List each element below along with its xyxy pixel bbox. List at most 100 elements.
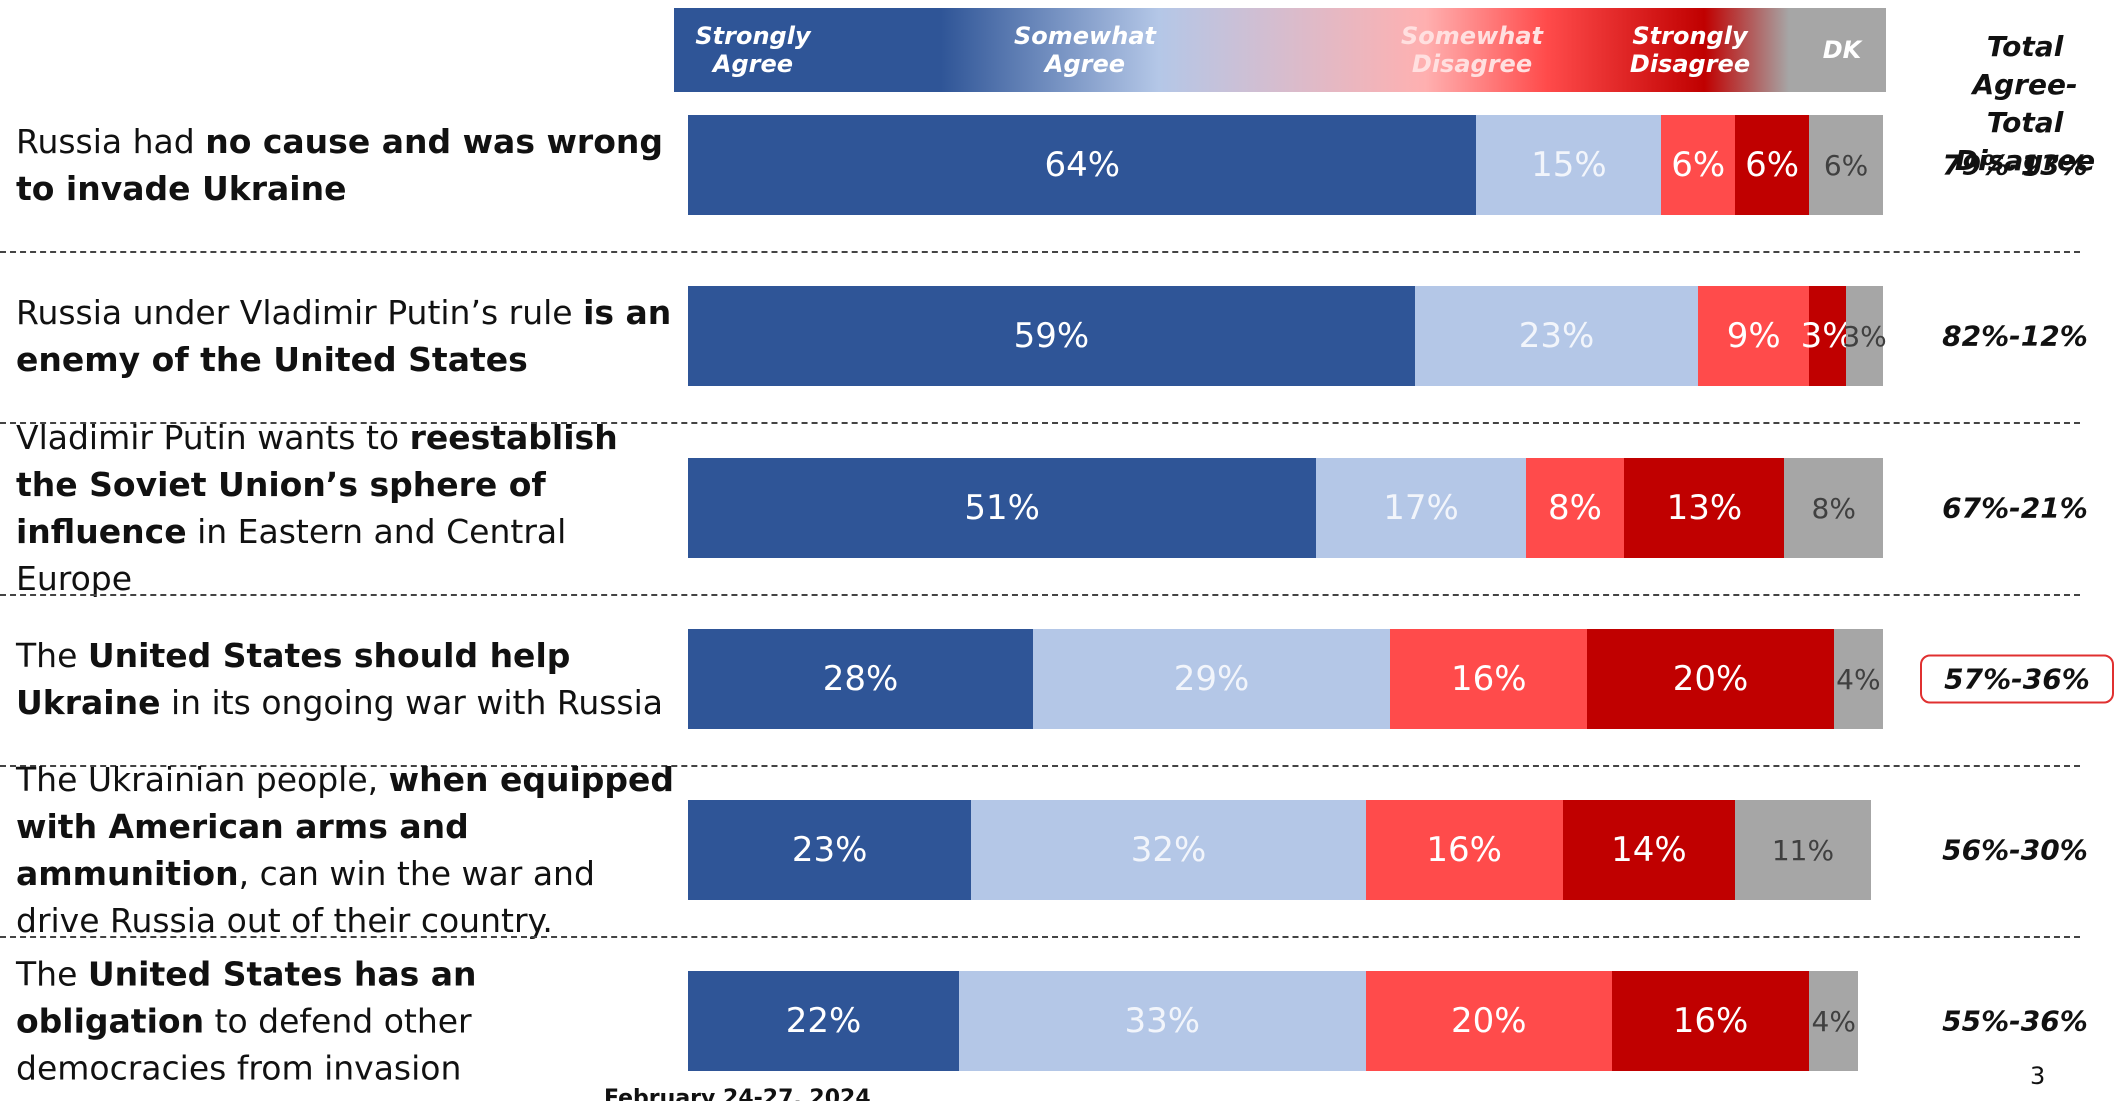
- statement-part: Russia under Vladimir Putin’s rule: [16, 293, 584, 332]
- bar-label: 6%: [1745, 145, 1800, 185]
- statement-part: no cause and was wrong to invade Ukraine: [16, 122, 663, 208]
- bar-label: 6%: [1671, 145, 1726, 185]
- bar-label: 8%: [1548, 488, 1602, 528]
- bar-segment: 14%: [1562, 800, 1736, 900]
- bar-label: 59%: [1013, 316, 1090, 356]
- bar-label: 23%: [791, 830, 868, 870]
- bar-segment: 6%: [1661, 115, 1736, 215]
- bar-label: 20%: [1451, 1001, 1527, 1041]
- bar-segment: 29%: [1032, 629, 1391, 729]
- legend-label: Somewhat Agree: [1014, 22, 1156, 78]
- bar-segment: 3%: [1801, 286, 1855, 386]
- bar-segment: 20%: [1587, 629, 1834, 729]
- statement: The Ukrainian people, when equipped with…: [16, 756, 676, 944]
- total: 55%-36%: [1942, 1004, 2088, 1038]
- statement: Russia had no cause and was wrong to inv…: [16, 118, 676, 212]
- bar-label: 3%: [1800, 316, 1855, 356]
- bar-segment: 15%: [1476, 115, 1662, 215]
- legend-label: Somewhat Disagree: [1401, 22, 1543, 78]
- bar-segment: 9%: [1698, 286, 1810, 386]
- bar-label: 6%: [1823, 148, 1869, 182]
- statement-part: in its ongoing war with Russia: [160, 683, 664, 722]
- bar-segment: 16%: [1612, 971, 1810, 1071]
- bar-segment: 23%: [688, 800, 972, 900]
- totals-header-line: Total Disagree: [1954, 106, 2096, 177]
- bar-segment: 33%: [959, 971, 1366, 1071]
- bar-label: 28%: [822, 659, 899, 699]
- bar-label: 29%: [1173, 659, 1250, 699]
- bar-segment: 3%: [1842, 286, 1887, 386]
- bar-label: 33%: [1124, 1001, 1201, 1041]
- row-divider: [0, 593, 2080, 596]
- statement: The United States should help Ukraine in…: [16, 632, 676, 726]
- total: 56%-30%: [1942, 833, 2088, 867]
- legend-label: DK: [1822, 36, 1862, 64]
- bar-segment: 13%: [1624, 458, 1785, 558]
- bar-label: 22%: [785, 1001, 862, 1041]
- bar-segment: 8%: [1525, 458, 1625, 558]
- row-divider: [0, 250, 2080, 253]
- statement-part: United States should help Ukraine: [16, 636, 571, 722]
- totals-header-line: Total Agree-: [1972, 30, 2078, 101]
- legend-band: [674, 8, 1886, 92]
- legend-label: Strongly Agree: [695, 22, 811, 78]
- statement-part: in Eastern and Central Europe: [16, 512, 567, 598]
- bar-segment: 4%: [1809, 971, 1859, 1071]
- statement: Russia under Vladimir Putin’s rule is an…: [16, 289, 676, 383]
- statement: Vladimir Putin wants to reestablish the …: [16, 414, 676, 602]
- bar-segment: 28%: [688, 629, 1033, 729]
- statement-part: when equipped with American arms and amm…: [16, 760, 675, 893]
- total: 79%-13%: [1942, 148, 2088, 182]
- statement-part: The: [16, 954, 88, 994]
- bar-label: 4%: [1836, 662, 1881, 696]
- bar-segment: 16%: [1365, 800, 1563, 900]
- total: 82%-12%: [1942, 319, 2088, 353]
- bar-label: 64%: [1044, 145, 1121, 185]
- bar-segment: 8%: [1784, 458, 1884, 558]
- bar-segment: 22%: [688, 971, 960, 1071]
- bar-segment: 23%: [1414, 286, 1699, 386]
- bar-label: 9%: [1726, 316, 1781, 356]
- row-divider: [0, 764, 2080, 767]
- bar-label: 14%: [1611, 830, 1687, 870]
- statement-part: United States has an obligation: [16, 954, 477, 1041]
- bar-label: 3%: [1842, 319, 1887, 353]
- bar-segment: 6%: [1809, 115, 1884, 215]
- total: 57%-36%: [1920, 654, 2114, 704]
- bar-segment: 6%: [1735, 115, 1810, 215]
- bar-label: 11%: [1771, 833, 1835, 867]
- statement-part: The Ukrainian people,: [16, 760, 389, 799]
- bar-segment: 4%: [1833, 629, 1884, 729]
- bar-label: 17%: [1383, 488, 1459, 528]
- statement-part: Vladimir Putin wants to: [16, 418, 410, 457]
- statement-part: The: [16, 636, 88, 675]
- bar-label: 51%: [964, 488, 1040, 528]
- bar-label: 13%: [1666, 488, 1743, 528]
- bar-segment: 59%: [688, 286, 1415, 386]
- statement-part: reestablish the Soviet Union’s sphere of…: [16, 418, 618, 551]
- bar-segment: 51%: [688, 458, 1317, 558]
- total: 67%-21%: [1942, 491, 2088, 525]
- bar-segment: 20%: [1365, 971, 1612, 1071]
- bar-segment: 64%: [688, 115, 1477, 215]
- bar-segment: 17%: [1316, 458, 1526, 558]
- bar-segment: 11%: [1735, 800, 1871, 900]
- bar-label: 32%: [1130, 830, 1207, 870]
- statement-part: to defend other democracies from invasio…: [16, 1001, 472, 1088]
- bar-label: 4%: [1811, 1004, 1856, 1038]
- legend-label: Strongly Disagree: [1629, 22, 1751, 78]
- statement-part: Russia had: [16, 122, 206, 161]
- bar-label: 16%: [1426, 830, 1502, 870]
- footer: February 24-27, 2024: [604, 1086, 871, 1101]
- statement: The United States has an obligation to d…: [16, 951, 676, 1092]
- page-number: 3: [2030, 1062, 2046, 1090]
- bar-label: 16%: [1451, 659, 1527, 699]
- totals-header: Total Agree- Total Disagree: [1940, 28, 2110, 180]
- bar-label: 8%: [1811, 491, 1856, 525]
- bar-label: 23%: [1518, 316, 1595, 356]
- bar-segment: 32%: [971, 800, 1366, 900]
- row-divider: [0, 422, 2080, 424]
- statement-part: , can win the war and drive Russia out o…: [16, 854, 595, 940]
- bar-label: 16%: [1672, 1001, 1749, 1041]
